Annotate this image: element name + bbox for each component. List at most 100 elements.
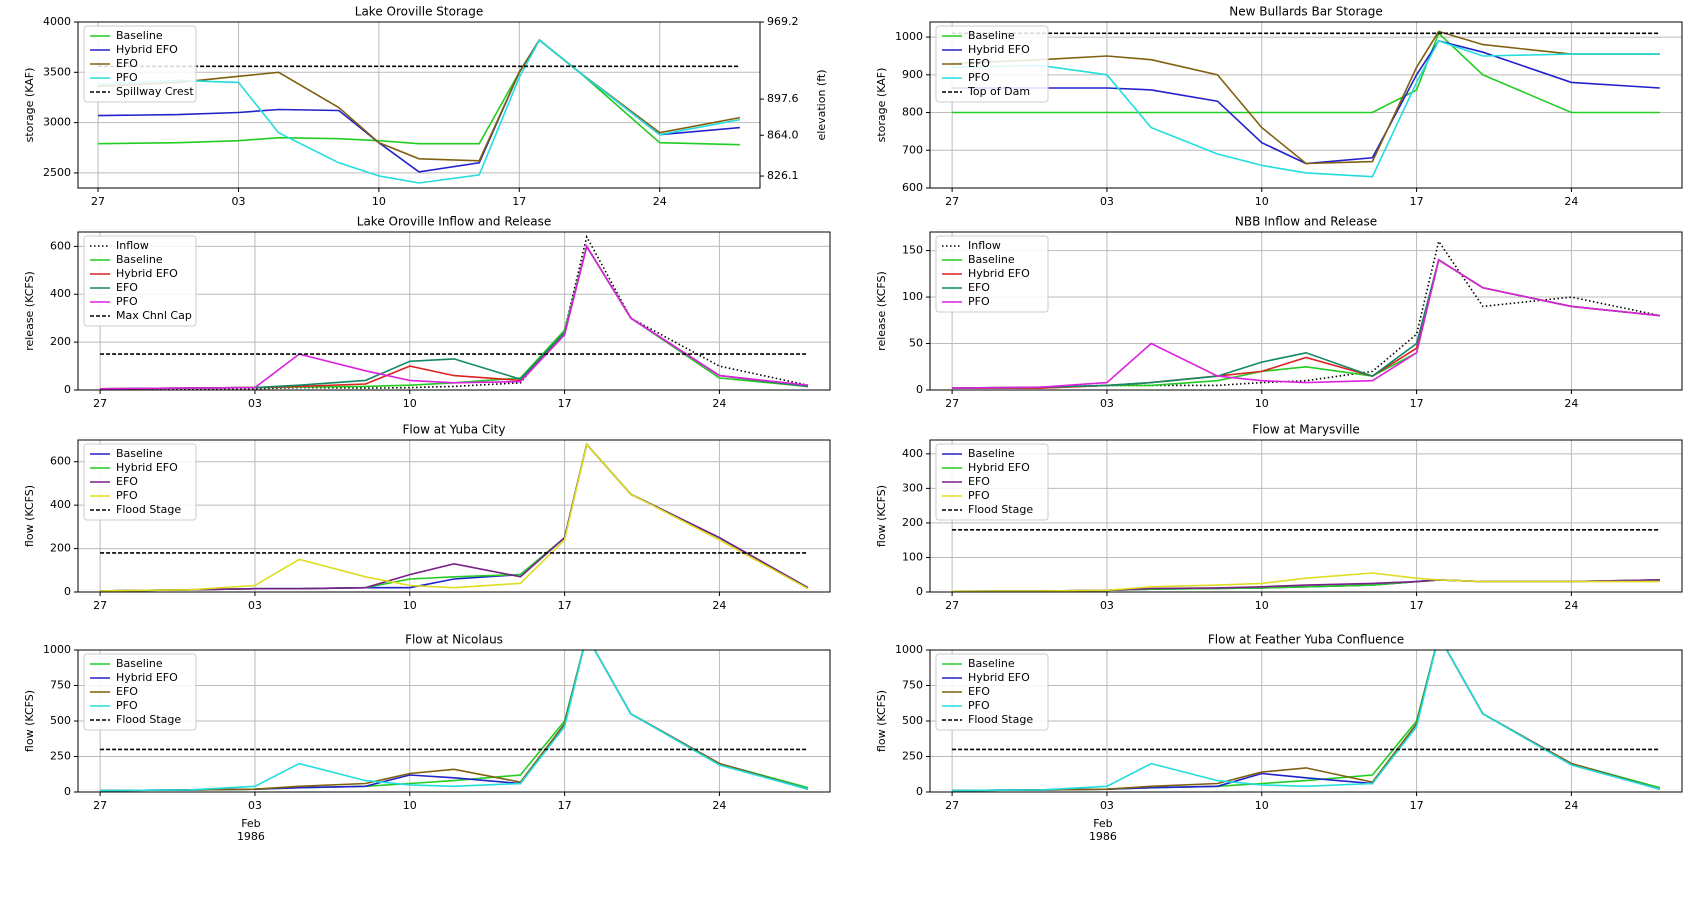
legend-label: EFO [968,685,990,698]
legend-label: Hybrid EFO [968,43,1030,56]
series-line [952,239,1661,389]
legend-label: Baseline [116,253,163,266]
y-axis-label: flow (KCFS) [23,485,36,547]
y-tick-label: 4000 [43,15,71,28]
x-tick-label: 10 [1255,195,1269,208]
x-year-label: 1986 [1089,830,1117,843]
chart-title: Flow at Yuba City [403,423,506,437]
plot-area [100,650,809,792]
plot-frame [77,21,761,189]
y-tick-label: 50 [909,337,923,350]
y-axis-label: flow (KCFS) [875,485,888,547]
chart: NBB Inflow and Release 0 50 100 150 27 03 10 17 2… [875,215,1683,410]
legend-label: Hybrid EFO [116,43,178,56]
x-tick-label: 03 [248,397,262,410]
chart-title: Lake Oroville Inflow and Release [357,215,551,229]
x-tick-label: 24 [712,397,726,410]
chart: New Bullards Bar Storage 600 700 800 900 1000… [875,5,1683,208]
legend-label: Hybrid EFO [968,671,1030,684]
legend-label: EFO [116,281,138,294]
legend-label: Hybrid EFO [968,267,1030,280]
series-line [100,442,809,592]
y-tick-label: 200 [50,542,71,555]
chart: Flow at Yuba City 0 200 400 600 27 03 10 17 24 flo… [23,423,831,612]
legend-label: EFO [116,57,138,70]
x-tick-label: 27 [945,397,959,410]
y-tick-label: 750 [50,679,71,692]
y-tick-label: 500 [902,714,923,727]
legend-label: Hybrid EFO [116,267,178,280]
plot-frame [77,231,831,391]
legend-label: Hybrid EFO [116,461,178,474]
series-line [952,31,1660,114]
legend-label: Spillway Crest [116,85,194,98]
legend-box [935,25,1049,103]
x-tick-label: 24 [1564,397,1578,410]
x-tick-label: 27 [945,195,959,208]
series-line [100,244,808,390]
y2-tick-label: 897.6 [767,92,799,105]
series-line [952,30,1660,165]
legend-box [83,235,197,327]
y-tick-label: 600 [50,455,71,468]
plot-frame [929,21,1683,189]
x-tick-label: 03 [248,599,262,612]
chart-title: Lake Oroville Storage [355,5,483,19]
series-line [100,650,809,792]
legend-label: PFO [116,71,138,84]
legend-label: Flood Stage [968,503,1033,516]
series-line [952,258,1660,389]
x-tick-label: 17 [1410,599,1424,612]
y-axis-label: release (KCFS) [23,271,36,351]
x-tick-label: 27 [945,799,959,812]
y2-tick-label: 826.1 [767,169,799,182]
y-tick-label: 100 [902,550,923,563]
series-line [100,650,809,792]
y-axis-label: flow (KCFS) [23,690,36,752]
x-tick-label: 03 [1100,599,1114,612]
legend-label: Max Chnl Cap [116,309,192,322]
x-tick-label: 10 [403,397,417,410]
x-tick-label: 27 [93,799,107,812]
legend-label: Hybrid EFO [116,671,178,684]
x-month-label: Feb [241,817,260,830]
chart-title: NBB Inflow and Release [1235,215,1377,229]
x-tick-label: 24 [1564,599,1578,612]
plot-area [98,38,741,184]
x-tick-label: 10 [372,195,386,208]
chart: Lake Oroville Storage 2500 3000 3500 4000 27 0… [23,5,828,209]
x-tick-label: 27 [93,599,107,612]
chart-title: Flow at Marysville [1252,423,1360,437]
x-tick-label: 03 [248,799,262,812]
legend-box [935,235,1049,313]
y-tick-label: 400 [902,447,923,460]
legend-label: Baseline [116,29,163,42]
x-tick-label: 03 [1100,397,1114,410]
y-tick-label: 1000 [43,643,71,656]
x-tick-label: 03 [231,195,245,208]
x-tick-label: 24 [712,599,726,612]
x-tick-label: 24 [712,799,726,812]
x-tick-label: 17 [558,799,572,812]
y-tick-label: 600 [902,181,923,194]
plot-frame [929,649,1683,793]
series-line [100,650,809,792]
y-axis-label: storage (KAF) [875,68,888,143]
plot-frame [77,649,831,793]
y-tick-label: 800 [902,106,923,119]
y-axis-label: flow (KCFS) [875,690,888,752]
legend-label: Hybrid EFO [968,461,1030,474]
chart: Lake Oroville Inflow and Release 0 200 400 6… [23,215,831,410]
y-tick-label: 0 [64,383,71,396]
chart-title: Flow at Nicolaus [405,633,503,647]
y-tick-label: 0 [916,585,923,598]
legend-label: PFO [116,699,138,712]
series-line [100,442,809,592]
series-line [952,258,1660,389]
series-line [100,650,809,792]
x-tick-label: 10 [1255,397,1269,410]
